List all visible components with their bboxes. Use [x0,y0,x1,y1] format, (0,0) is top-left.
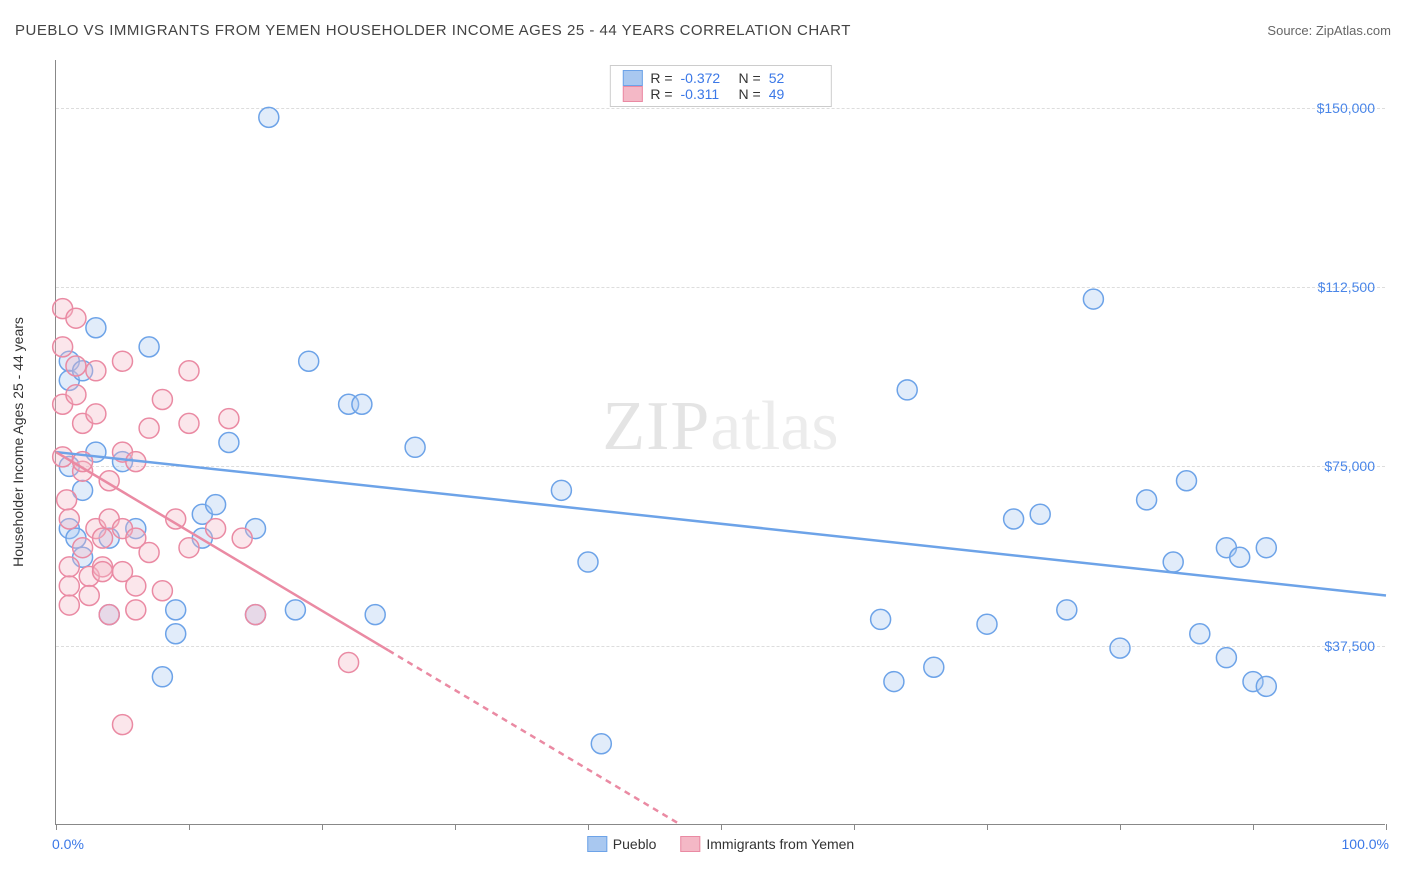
data-point [977,614,997,634]
x-axis-min-label: 0.0% [52,836,84,852]
data-point [232,528,252,548]
series-legend: Pueblo Immigrants from Yemen [587,836,854,852]
data-point [871,609,891,629]
data-point [1137,490,1157,510]
data-point [126,576,146,596]
x-tick [1253,824,1254,830]
x-tick [56,824,57,830]
data-point [299,351,319,371]
data-point [1190,624,1210,644]
data-point [152,389,172,409]
data-point [86,404,106,424]
x-tick [721,824,722,830]
data-point [206,495,226,515]
data-point [179,413,199,433]
data-point [179,538,199,558]
legend-label: Immigrants from Yemen [706,836,854,852]
legend-label: Pueblo [613,836,657,852]
data-point [86,318,106,338]
data-point [1163,552,1183,572]
legend-item: Immigrants from Yemen [680,836,854,852]
data-point [66,385,86,405]
data-point [352,394,372,414]
x-tick [588,824,589,830]
data-point [259,107,279,127]
data-point [578,552,598,572]
data-point [86,361,106,381]
data-point [79,586,99,606]
data-point [365,605,385,625]
data-point [219,409,239,429]
data-point [591,734,611,754]
data-point [1256,676,1276,696]
data-point [113,351,133,371]
data-point [1057,600,1077,620]
data-point [126,600,146,620]
data-point [246,605,266,625]
legend-swatch [680,836,700,852]
data-point [1030,504,1050,524]
x-tick [189,824,190,830]
data-point [339,652,359,672]
data-point [166,600,186,620]
data-point [93,528,113,548]
data-point [66,356,86,376]
data-point [166,624,186,644]
data-point [884,672,904,692]
data-point [152,581,172,601]
data-point [139,418,159,438]
data-point [897,380,917,400]
data-point [152,667,172,687]
y-axis-title: Householder Income Ages 25 - 44 years [10,317,26,567]
data-point [1256,538,1276,558]
data-point [59,576,79,596]
data-point [93,562,113,582]
x-tick [854,824,855,830]
data-point [206,519,226,539]
legend-swatch [587,836,607,852]
x-tick [1386,824,1387,830]
x-axis-max-label: 100.0% [1342,836,1389,852]
legend-item: Pueblo [587,836,657,852]
x-tick [455,824,456,830]
data-point [1177,471,1197,491]
source-label: Source: ZipAtlas.com [1267,23,1391,38]
data-point [179,361,199,381]
data-point [139,542,159,562]
chart-area: Householder Income Ages 25 - 44 years ZI… [55,60,1385,825]
data-point [73,538,93,558]
trend-line-dashed [389,650,682,825]
data-point [219,433,239,453]
data-point [59,557,79,577]
data-point [53,337,73,357]
data-point [57,490,77,510]
data-point [59,595,79,615]
data-point [1230,547,1250,567]
data-point [59,509,79,529]
data-point [551,480,571,500]
data-point [66,308,86,328]
data-point [1004,509,1024,529]
data-point [285,600,305,620]
data-point [99,605,119,625]
x-tick [987,824,988,830]
x-tick [322,824,323,830]
source-link[interactable]: ZipAtlas.com [1316,23,1391,38]
chart-title: PUEBLO VS IMMIGRANTS FROM YEMEN HOUSEHOL… [15,22,851,39]
data-point [139,337,159,357]
data-point [924,657,944,677]
data-point [1083,289,1103,309]
x-tick [1120,824,1121,830]
data-point [1110,638,1130,658]
data-point [113,715,133,735]
scatter-svg [56,60,1385,824]
data-point [1216,648,1236,668]
data-point [405,437,425,457]
